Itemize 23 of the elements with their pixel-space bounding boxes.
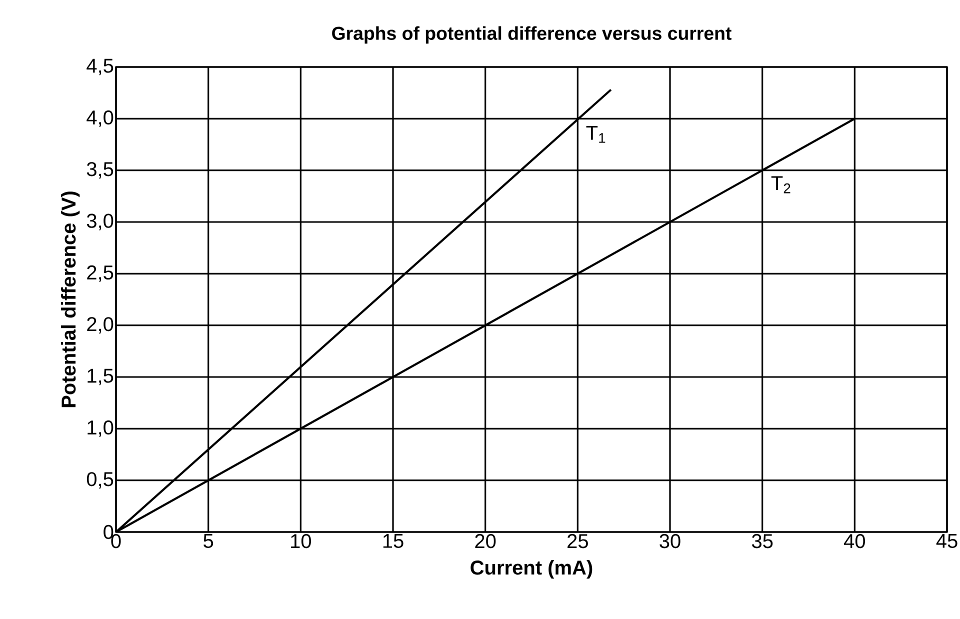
x-tick-label: 25 bbox=[568, 534, 588, 548]
y-tick-label: 1,5 bbox=[88, 368, 114, 386]
x-tick-label: 20 bbox=[475, 534, 496, 548]
series-label: T$_{2}$ bbox=[771, 176, 790, 194]
y-tick-label: 0,5 bbox=[86, 472, 114, 489]
y-tick-label: 2,5 bbox=[87, 265, 114, 282]
y-tick-label: 1,0 bbox=[88, 420, 114, 437]
x-tick-label: 45 bbox=[936, 534, 958, 548]
y-tick-label: 4,0 bbox=[86, 110, 114, 127]
y-tick-label: 4,5 bbox=[86, 58, 114, 76]
x-tick-label: 30 bbox=[660, 534, 680, 548]
x-tick-label: 40 bbox=[844, 534, 865, 548]
y-tick-label: 3,5 bbox=[86, 162, 114, 179]
x-tick-label: 5 bbox=[204, 534, 214, 548]
y-tick-label: 2,0 bbox=[87, 317, 114, 334]
y-axis-title: Potential difference (V) bbox=[61, 192, 80, 408]
chart-title: Graphs of potential difference versus current bbox=[332, 26, 732, 44]
x-tick-label: 15 bbox=[383, 534, 404, 548]
x-tick-label: 35 bbox=[752, 534, 773, 548]
x-axis-title: Current (mA) bbox=[470, 560, 592, 579]
y-tick-label: 3,0 bbox=[86, 214, 114, 230]
series-label: T$_{1}$ bbox=[586, 126, 606, 143]
x-tick-label: 10 bbox=[291, 534, 311, 548]
